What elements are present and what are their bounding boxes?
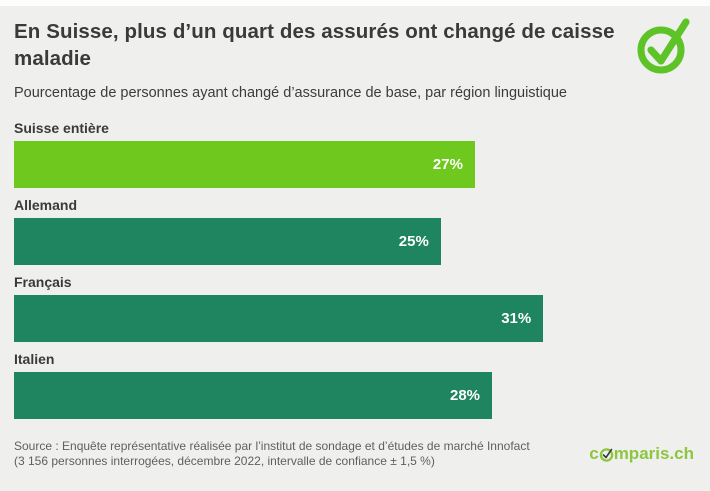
category-label: Français: [14, 274, 72, 290]
bar-row-francais: Français 31%: [14, 274, 696, 342]
logo-text-suffix: mparis.ch: [613, 444, 694, 463]
bar-value-label: 28%: [449, 387, 481, 404]
logo-text-prefix: c: [589, 444, 599, 463]
bar-value-label: 25%: [398, 233, 429, 250]
chart-subtitle: Pourcentage de personnes ayant changé d’…: [14, 85, 567, 101]
bar-value-label: 31%: [501, 310, 532, 327]
bar-suisse-entiere: 27%: [14, 141, 475, 188]
source-line-2: (3 156 personnes interrogées, décembre 2…: [14, 454, 435, 468]
logo-check-o-icon: [599, 448, 613, 462]
top-border-strip: [0, 0, 710, 6]
category-label: Suisse entière: [14, 120, 109, 136]
bar-row-allemand: Allemand 25%: [14, 197, 696, 265]
bar-francais: 31%: [14, 295, 544, 342]
bar-row-suisse-entiere: Suisse entière 27%: [14, 120, 696, 188]
source-line-1: Source : Enquête représentative réalisée…: [14, 439, 530, 453]
bar-allemand: 25%: [14, 218, 441, 265]
category-label: Allemand: [14, 197, 78, 213]
source-note: Source : Enquête représentative réalisée…: [14, 439, 530, 469]
footer: Source : Enquête représentative réalisée…: [14, 439, 696, 469]
infographic: En Suisse, plus d’un quart des assurés o…: [0, 6, 710, 469]
bar-row-italien: Italien 28%: [14, 351, 696, 419]
bar-value-label: 27%: [432, 156, 463, 173]
checkmark-circle-icon: [636, 14, 692, 76]
page-title: En Suisse, plus d’un quart des assurés o…: [14, 20, 615, 70]
category-label: Italien: [14, 351, 55, 367]
bar-chart: Suisse entière 27% Allemand 25% Français…: [14, 120, 696, 419]
comparis-logo: c mparis.ch: [589, 444, 696, 464]
header: En Suisse, plus d’un quart des assurés o…: [14, 6, 696, 102]
bar-italien: 28%: [14, 372, 493, 419]
